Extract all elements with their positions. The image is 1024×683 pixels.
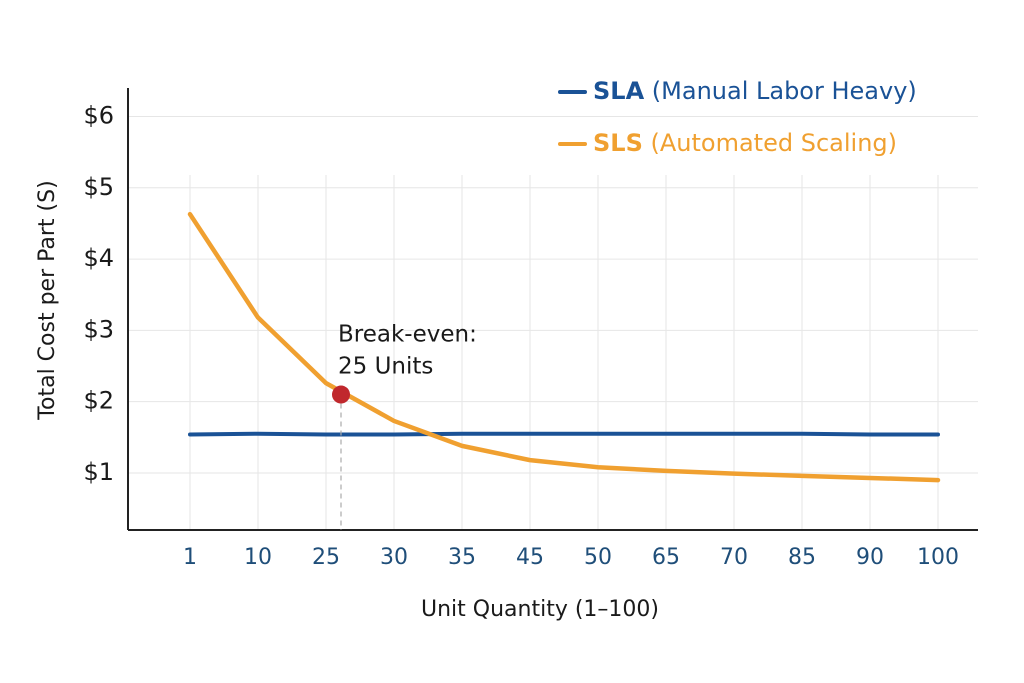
- y-tick-label: $2: [83, 387, 114, 415]
- annotation-marker: [332, 385, 350, 404]
- x-tick-label: 25: [312, 545, 340, 570]
- x-tick-label: 65: [652, 545, 680, 570]
- y-axis-label: Total Cost per Part (S): [35, 180, 60, 420]
- y-tick-label: $1: [83, 458, 114, 486]
- y-tick-label: $4: [83, 244, 114, 272]
- line-series: [188, 431, 940, 437]
- x-tick-label: 30: [380, 545, 408, 570]
- legend-label: SLS (Automated Scaling): [593, 129, 897, 157]
- x-tick-label: 10: [244, 545, 272, 570]
- x-tick-label: 1: [183, 545, 197, 570]
- x-tick-label: 45: [516, 545, 544, 570]
- legend-label-bold: SLA: [593, 77, 645, 105]
- annotation-text: Break-even:: [338, 322, 477, 348]
- y-tick-label: $3: [83, 315, 114, 343]
- x-tick-label: 50: [584, 545, 612, 570]
- legend-label-bold: SLS: [593, 129, 643, 157]
- legend-label-rest: (Manual Labor Heavy): [644, 77, 917, 105]
- x-tick-label: 35: [448, 545, 476, 570]
- annotation-text: 25 Units: [338, 354, 433, 380]
- x-tick-label: 85: [788, 545, 816, 570]
- x-tick-label: 70: [720, 545, 748, 570]
- legend-label-rest: (Automated Scaling): [643, 129, 897, 157]
- x-tick-label: 90: [856, 545, 884, 570]
- legend-label: SLA (Manual Labor Heavy): [593, 77, 917, 105]
- y-tick-label: $5: [83, 173, 114, 201]
- x-tick-label: 100: [917, 545, 959, 570]
- y-tick-label: $6: [83, 102, 114, 130]
- x-axis-label: Unit Quantity (1–100): [421, 597, 659, 622]
- line-series: [187, 211, 941, 483]
